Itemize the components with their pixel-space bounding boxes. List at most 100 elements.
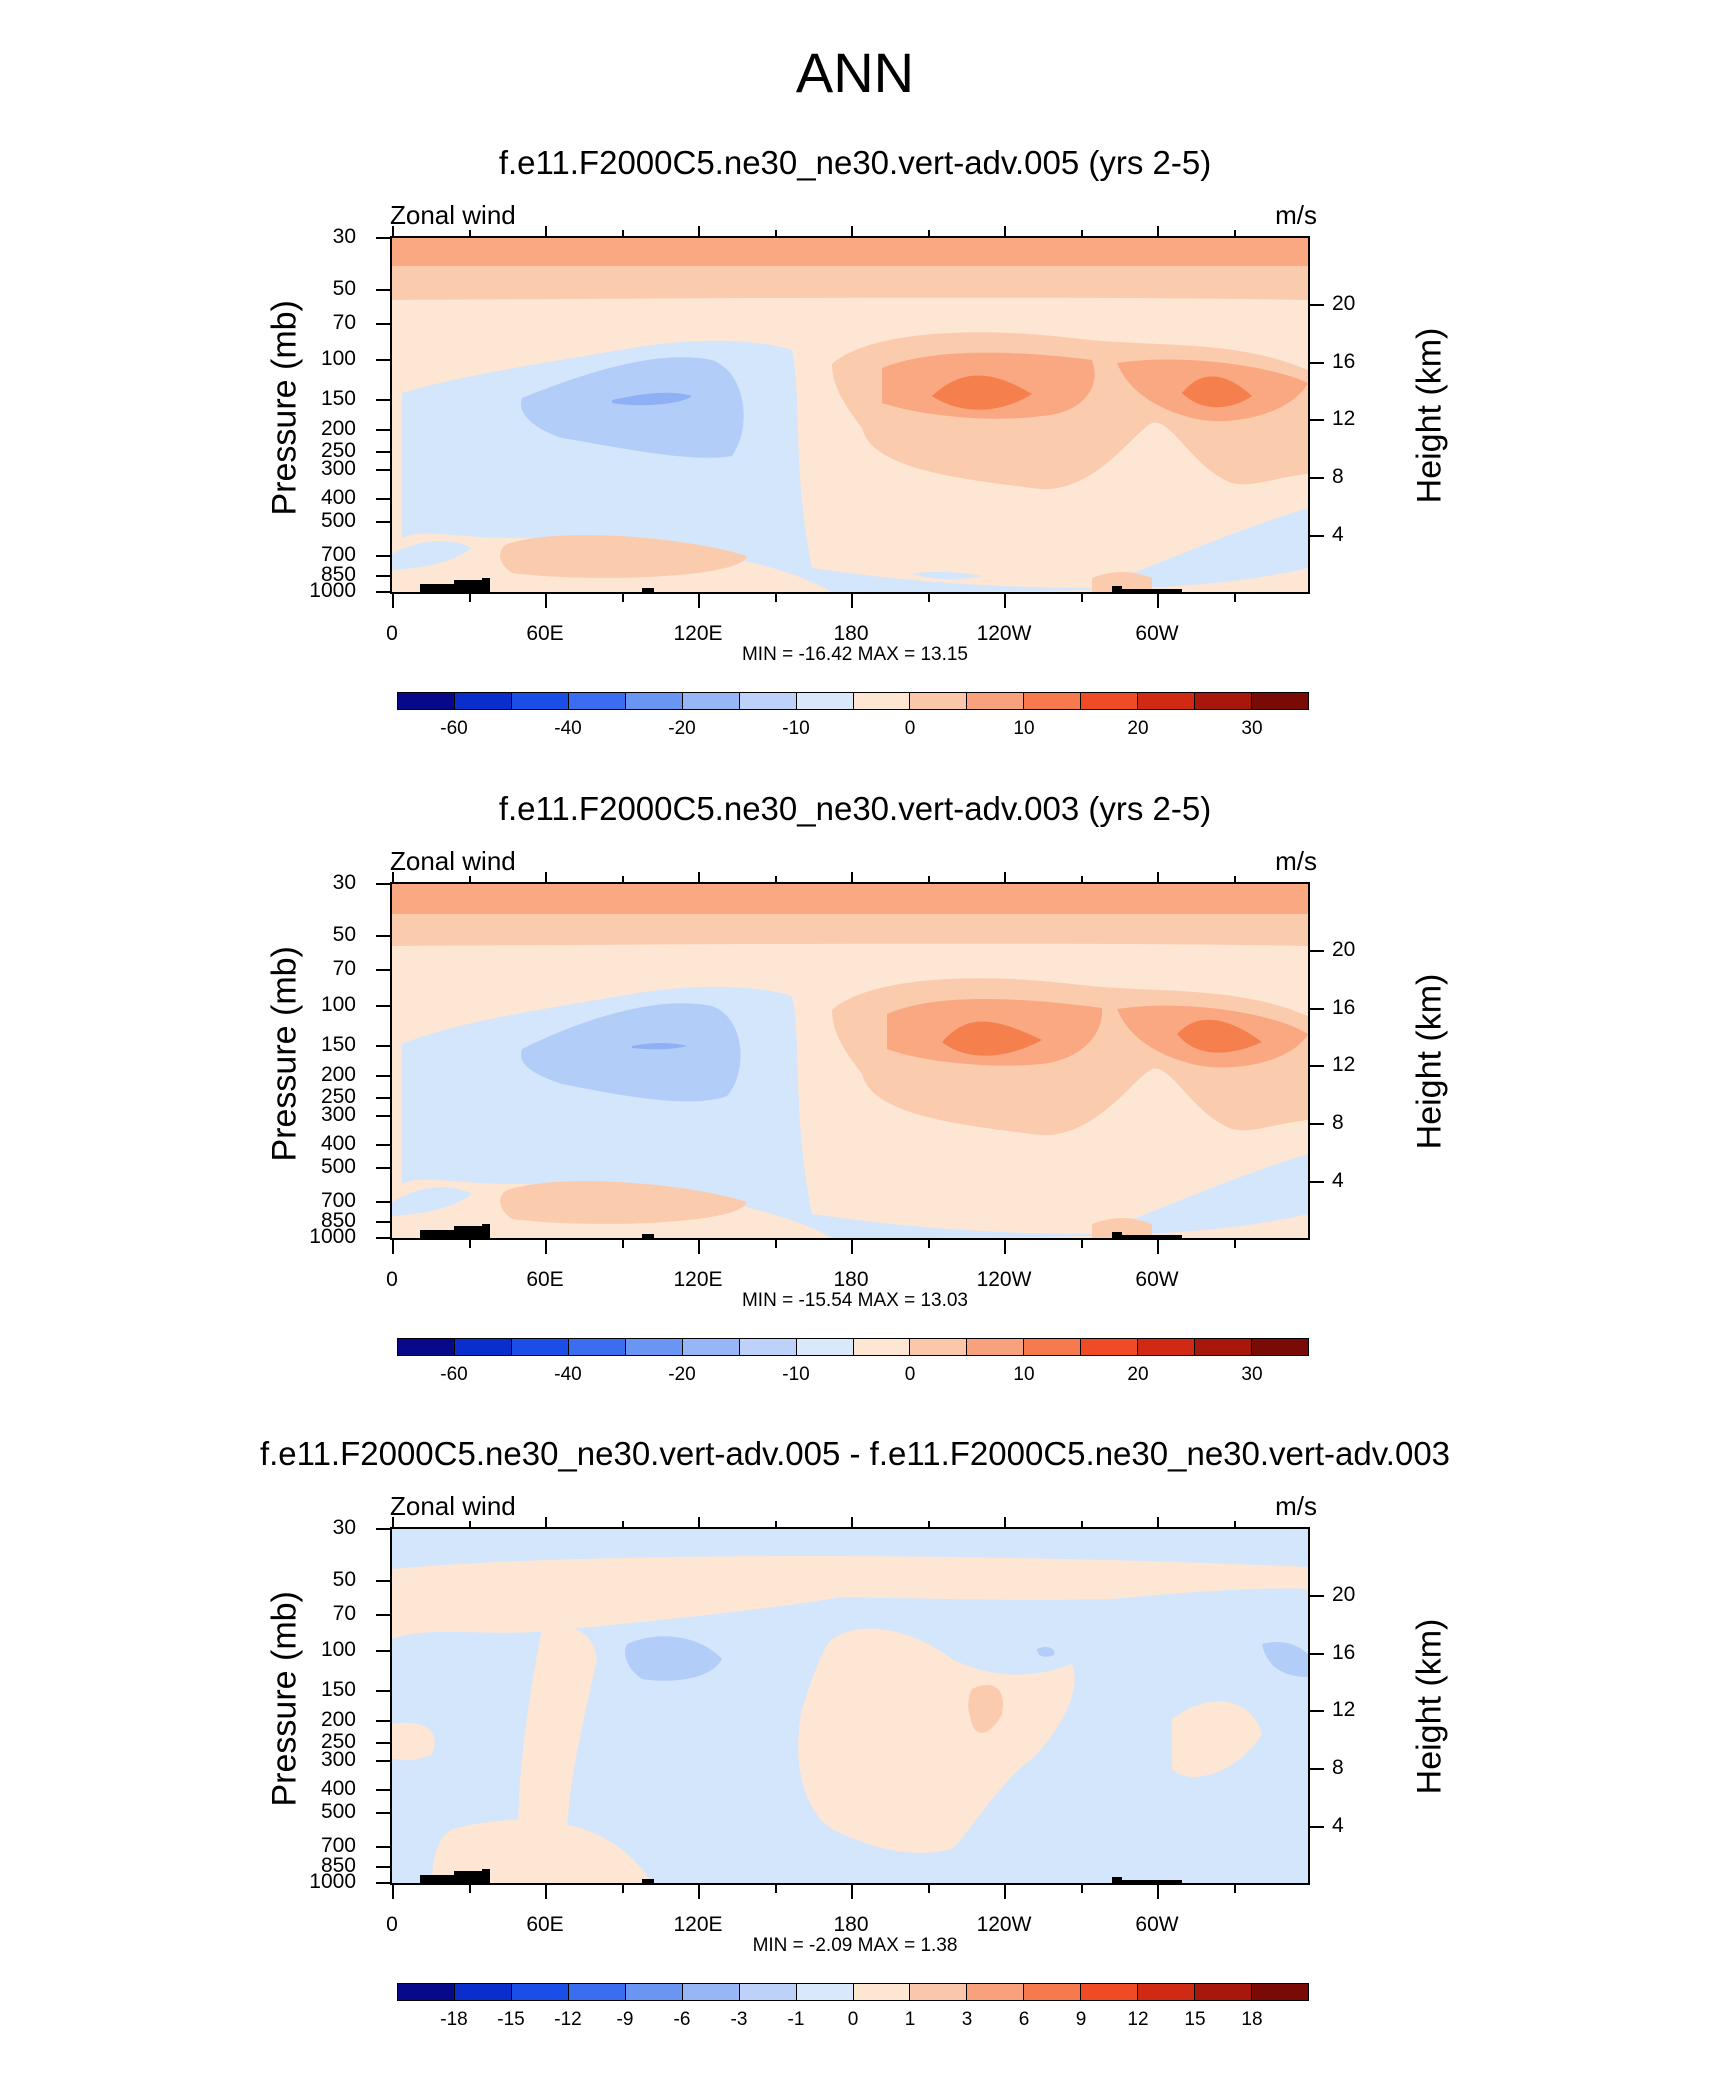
contour-region-mid-blue [1037, 1646, 1055, 1657]
x-minor-tick-bottom [1080, 1885, 1083, 1893]
y-tick-label: 30 [332, 225, 356, 248]
colorbar-label: 18 [1241, 2009, 1263, 2030]
colorbar-segment [568, 1339, 626, 1355]
y-tick-mark-left [376, 1789, 390, 1792]
colorbar-segment [1138, 1339, 1196, 1355]
y-tick-label: 850 [320, 562, 356, 586]
colorbar-label: 6 [1018, 2009, 1030, 2030]
contour-region-mid-blue [521, 357, 744, 458]
y-tick-mark-left [376, 1097, 390, 1100]
colorbar-segment [796, 693, 854, 709]
x-tick-mark-bottom [851, 1885, 853, 1899]
colorbar-segment [967, 1339, 1025, 1355]
contour-region-mid-blue [625, 1636, 722, 1681]
y-tick-label: 400 [320, 486, 356, 510]
x-minor-tick-bottom [621, 1240, 624, 1248]
y-tick-mark-right [1310, 1065, 1324, 1068]
x-minor-tick-top [468, 1521, 471, 1527]
y-tick-label: 100 [320, 346, 356, 370]
x-minor-tick-bottom [1080, 1240, 1083, 1248]
contour-region-dark-orange [1177, 1019, 1262, 1053]
y-tick-mark-left [376, 1742, 390, 1745]
x-tick-label: 180 [833, 622, 869, 645]
y-tick-label: 70 [332, 1601, 356, 1625]
height-tick-label: 12 [1332, 407, 1356, 431]
y-axis-label-right: Height (km) [1410, 1618, 1449, 1795]
y-tick-mark-left [376, 1167, 390, 1170]
x-minor-tick-bottom [621, 594, 624, 602]
y-tick-mark-left [376, 1719, 390, 1722]
min-max-label: MIN = -2.09 MAX = 1.38 [752, 1935, 958, 1956]
colorbar-label: 12 [1127, 2009, 1149, 2030]
colorbar-segment [454, 693, 512, 709]
height-tick-label: 20 [1332, 937, 1356, 961]
contour-region-light-orange [968, 1684, 1003, 1733]
x-minor-tick-bottom [468, 1240, 471, 1248]
y-tick-mark-left [376, 1220, 390, 1223]
x-minor-tick-top [927, 1521, 930, 1527]
contour-plot [390, 236, 1310, 594]
x-tick-label: 120W [976, 622, 1032, 645]
contour-plot [390, 1527, 1310, 1885]
y-tick-mark-left [376, 1845, 390, 1848]
x-minor-tick-bottom [1233, 1240, 1236, 1248]
colorbar-segment [1252, 1339, 1308, 1355]
colorbar-label: 30 [1241, 1364, 1263, 1385]
x-minor-tick-bottom [621, 1885, 624, 1893]
contour-region-peach [518, 1627, 597, 1883]
colorbar-label: 3 [961, 2009, 973, 2030]
y-tick-mark-left [376, 1045, 390, 1048]
colorbar-label: 10 [1013, 1364, 1035, 1385]
y-axis-label-right: Height (km) [1410, 327, 1449, 504]
y-tick-mark-left [376, 498, 390, 501]
contour-region-orange [392, 238, 1308, 266]
colorbar-label: -1 [787, 2009, 805, 2030]
contour-region-peach [798, 1628, 1075, 1853]
colorbar-segment [1024, 1339, 1082, 1355]
x-tick-mark-top [1157, 872, 1159, 882]
x-tick-mark-top [1157, 1517, 1159, 1527]
x-minor-tick-bottom [927, 594, 930, 602]
y-tick-mark-left [376, 1882, 390, 1884]
height-tick-label: 20 [1332, 291, 1356, 315]
y-tick-mark-left [376, 521, 390, 524]
contour-field [392, 1529, 1308, 1883]
y-tick-mark-left [376, 554, 390, 557]
colorbar-label: 0 [904, 718, 916, 739]
height-tick-label: 20 [1332, 1582, 1356, 1606]
y-tick-mark-left [376, 1200, 390, 1203]
y-axis-label: Pressure (mb) [265, 1591, 304, 1807]
x-tick-mark-top [851, 872, 853, 882]
x-tick-mark-top [545, 226, 547, 236]
colorbar-segment [398, 1339, 455, 1355]
colorbar-label: 20 [1127, 718, 1149, 739]
x-tick-mark-bottom [851, 594, 853, 608]
x-tick-mark-top [1157, 226, 1159, 236]
y-tick-label: 100 [320, 992, 356, 1016]
y-tick-label: 50 [332, 276, 356, 300]
x-tick-mark-top [392, 226, 394, 236]
y-tick-label: 300 [320, 1748, 356, 1772]
y-tick-label: 300 [320, 1103, 356, 1127]
contour-region-blue [612, 392, 692, 406]
colorbar-label: -60 [440, 718, 468, 739]
colorbar-segment [853, 693, 911, 709]
right-string: m/s [1275, 200, 1317, 230]
contour-region-light-orange [500, 1181, 747, 1224]
height-tick-label: 8 [1332, 1110, 1344, 1134]
left-string: Zonal wind [390, 1491, 516, 1521]
left-string: Zonal wind [390, 846, 516, 876]
y-tick-label: 250 [320, 1730, 356, 1754]
x-tick-label: 60E [526, 1268, 564, 1291]
y-tick-label: 700 [320, 542, 356, 566]
y-tick-mark-left [376, 1690, 390, 1693]
y-tick-mark-right [1310, 949, 1324, 952]
colorbar-segment [1195, 1339, 1253, 1355]
x-tick-mark-bottom [1004, 1240, 1006, 1254]
x-tick-label: 120E [673, 1913, 723, 1936]
x-minor-tick-bottom [468, 594, 471, 602]
y-tick-mark-left [376, 1115, 390, 1118]
y-tick-label: 30 [332, 871, 356, 894]
x-tick-label: 60E [526, 622, 564, 645]
height-tick-label: 16 [1332, 995, 1356, 1019]
